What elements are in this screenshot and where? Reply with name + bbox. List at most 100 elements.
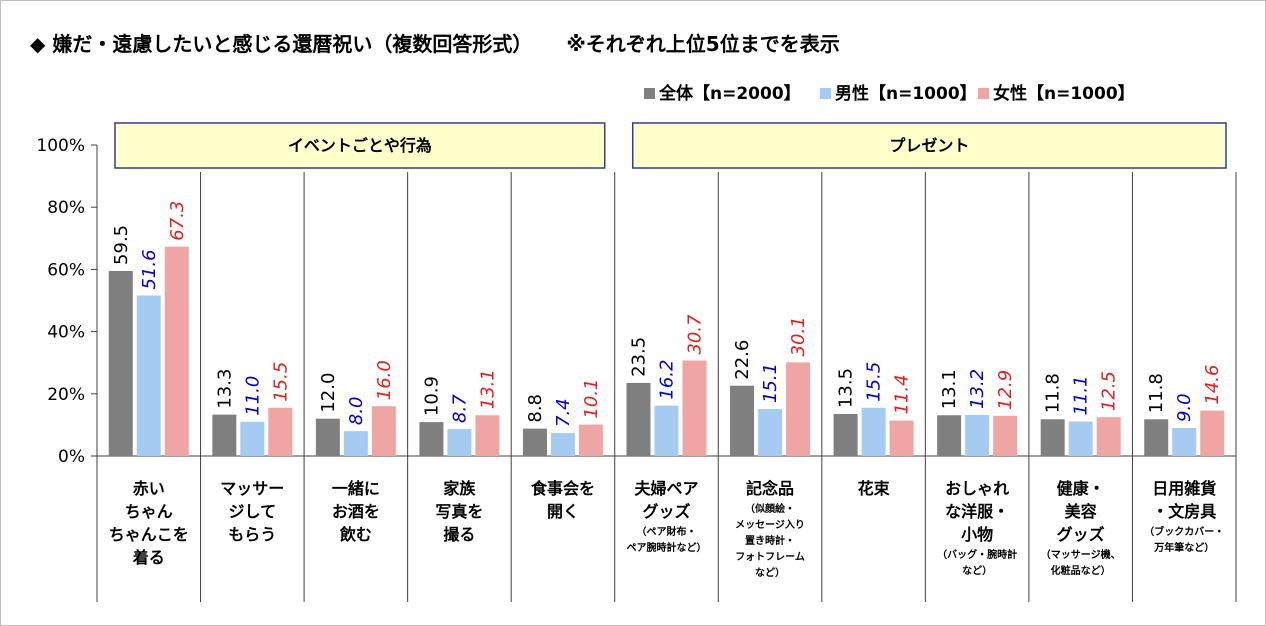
data-label: 13.1 <box>477 369 498 409</box>
category-note: （ペア財布・ <box>637 525 697 538</box>
data-label: 9.0 <box>1174 393 1195 422</box>
bar <box>550 432 575 456</box>
data-label: 10.1 <box>581 379 602 419</box>
bar <box>136 295 161 456</box>
category-label: 開く <box>547 502 579 521</box>
data-label: 11.8 <box>1146 373 1167 413</box>
category-label: おしゃれ <box>945 479 1009 498</box>
data-label: 23.5 <box>629 337 650 377</box>
data-label: 14.6 <box>1202 365 1223 405</box>
y-tick-label: 100% <box>36 136 85 156</box>
data-label: 7.4 <box>553 398 574 427</box>
data-label: 8.0 <box>346 396 367 425</box>
category-note: （マッサージ機、 <box>1041 548 1121 561</box>
y-tick-label: 0% <box>58 447 85 467</box>
y-tick-label: 40% <box>47 323 85 343</box>
legend-label-1: 男性【n=1000】 <box>835 83 977 104</box>
category-label: 健康・ <box>1057 479 1105 498</box>
data-label: 12.0 <box>318 373 339 413</box>
category-label: 赤い <box>133 479 165 498</box>
data-label: 11.0 <box>242 376 263 416</box>
bar <box>626 382 651 456</box>
bar <box>315 418 340 456</box>
data-label: 16.2 <box>657 360 678 400</box>
data-label: 15.5 <box>270 362 291 402</box>
category-label: 一緒に <box>332 479 380 498</box>
data-label: 11.4 <box>892 374 913 414</box>
data-label: 51.6 <box>139 249 160 289</box>
y-tick-label: 60% <box>47 260 85 280</box>
category-note: など） <box>962 564 992 577</box>
bar <box>1200 410 1225 456</box>
group-header-box <box>631 122 1227 169</box>
category-label: 家族 <box>443 479 476 498</box>
group-header-box <box>114 122 606 169</box>
category-label: 着る <box>132 548 165 567</box>
legend-label-2: 女性【n=1000】 <box>993 83 1135 104</box>
bar <box>522 428 547 456</box>
group-header-label: イベントごとや行為 <box>288 136 432 155</box>
data-label: 13.2 <box>967 369 988 409</box>
bar <box>758 409 783 456</box>
bar <box>447 428 472 456</box>
category-note: ペア腕時計など） <box>627 541 707 554</box>
data-label: 10.9 <box>421 376 442 416</box>
category-label: 日用雑貨 <box>1152 479 1216 498</box>
category-note: 置き時計・ <box>745 534 795 547</box>
legend-label-0: 全体【n=2000】 <box>658 83 801 104</box>
bar <box>164 246 189 456</box>
category-note: 万年筆など） <box>1153 541 1214 554</box>
data-label: 16.0 <box>374 360 395 400</box>
data-label: 11.8 <box>1043 373 1064 413</box>
category-label: ちゃん <box>125 502 173 521</box>
category-note: （ブックカバー・ <box>1144 525 1224 538</box>
bar <box>268 407 293 456</box>
bar <box>1144 419 1169 456</box>
bar <box>475 415 500 456</box>
chart-title-row: ◆ 嫌だ・遠慮したいと感じる還暦祝い（複数回答形式） ※それぞれ上位5位までを表示 <box>30 28 840 57</box>
bar <box>654 405 679 456</box>
bar <box>240 421 265 456</box>
bar <box>993 415 1018 456</box>
category-label: 飲む <box>339 525 372 544</box>
chart-subtitle: ※それぞれ上位5位までを表示 <box>566 32 840 56</box>
legend-swatch-2 <box>978 88 989 99</box>
bar <box>212 414 237 456</box>
bar <box>937 415 962 456</box>
data-label: 67.3 <box>167 201 188 241</box>
data-label: 11.1 <box>1071 375 1092 415</box>
legend-swatch-1 <box>820 88 831 99</box>
category-label: お酒を <box>332 502 380 521</box>
bar <box>861 407 886 456</box>
data-label: 12.5 <box>1099 371 1120 411</box>
category-label: 食事会を <box>530 479 595 498</box>
bar <box>578 424 603 456</box>
category-label: ジして <box>229 502 277 521</box>
category-label: 撮る <box>443 525 475 544</box>
category-label: 写真を <box>435 502 483 521</box>
category-label: グッズ <box>1057 525 1105 544</box>
y-tick-label: 80% <box>47 198 85 218</box>
data-label: 12.9 <box>995 370 1016 410</box>
category-note: メッセージ入り <box>735 519 805 531</box>
legend-swatch-0 <box>644 88 655 99</box>
bar <box>786 362 811 456</box>
category-label: もらう <box>228 525 276 544</box>
bar <box>1096 417 1121 456</box>
bar <box>1172 428 1197 456</box>
bar <box>419 422 444 456</box>
y-tick-label: 20% <box>47 385 85 405</box>
data-label: 22.6 <box>732 340 753 380</box>
bar <box>833 414 858 456</box>
data-label: 59.5 <box>111 225 132 265</box>
bar <box>965 414 990 456</box>
bar <box>108 270 133 456</box>
category-label: マッサー <box>220 479 284 498</box>
category-label: 小物 <box>961 525 993 544</box>
data-label: 30.7 <box>685 314 706 355</box>
bar <box>1068 421 1093 456</box>
data-label: 13.1 <box>939 369 960 409</box>
category-note: フォトフレーム <box>735 551 805 563</box>
bar <box>371 406 396 456</box>
